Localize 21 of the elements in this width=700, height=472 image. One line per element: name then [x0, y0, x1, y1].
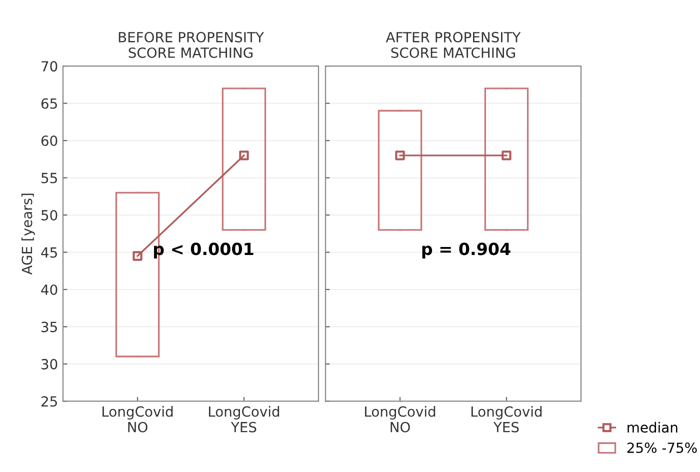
x-tick-label: LongCovid NO: [102, 406, 173, 432]
y-tick-label: 55: [42, 172, 57, 184]
chart-title: BEFORE PROPENSITY SCORE MATCHING: [118, 32, 264, 58]
x-tick-label: LongCovid YES: [208, 406, 280, 432]
y-tick-label: 70: [42, 61, 58, 72]
chart-title: AFTER PROPENSITY SCORE MATCHING: [386, 32, 521, 58]
legend-label: median: [628, 422, 678, 433]
y-tick-label: 25: [41, 396, 57, 407]
x-tick-label: LongCovid YES: [471, 406, 542, 432]
y-tick-label: 50: [42, 210, 58, 220]
y-axis-title: AGE [years]: [21, 194, 35, 275]
annotation: p = 0.904: [422, 242, 510, 258]
y-tick-label: 65: [41, 98, 57, 109]
y-tick-label: 45: [41, 247, 57, 258]
y-tick-label: 40: [41, 284, 58, 295]
y-tick-label: 30: [42, 358, 58, 370]
legend-label: 25% -75%: [627, 442, 697, 454]
y-tick-label: 35: [42, 322, 57, 332]
x-tick-label: LongCovid NO: [365, 406, 436, 432]
y-tick-label: 60: [41, 136, 58, 146]
annotation: p < 0.0001: [154, 242, 254, 258]
